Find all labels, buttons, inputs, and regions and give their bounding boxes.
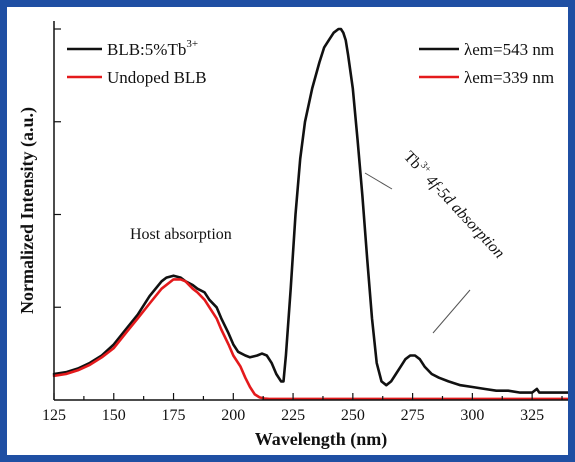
legend-label-em339: λem=339 nm: [464, 68, 554, 87]
x-tick-label: 150: [102, 407, 126, 424]
x-tick-label: 275: [401, 407, 425, 424]
legend-label-undoped: Undoped BLB: [107, 68, 207, 87]
x-tick-label: 225: [281, 407, 305, 424]
annotation-pointer-peak: [364, 172, 393, 190]
annotation-tb-absorption: Tb3+ 4f-5d absorption: [400, 147, 509, 262]
series-line-1: [52, 278, 568, 401]
x-tick-label: 175: [162, 407, 186, 424]
annotation-pointer-shoulder: [432, 289, 471, 334]
x-tick-label: 125: [42, 407, 66, 424]
annotation-host-absorption: Host absorption: [130, 226, 232, 243]
x-tick-label: 300: [460, 407, 484, 424]
spectra-chart: 125 150 175 200 225 250 275 300 325 Wavelength (n…: [17, 21, 568, 450]
x-tick-label: 200: [221, 407, 245, 424]
x-tick-label: 325: [520, 407, 544, 424]
legend-right: λem=543 nm λem=339 nm: [419, 40, 554, 87]
legend-label-em543: λem=543 nm: [464, 40, 554, 59]
svg-text:Tb3+ 4f-5d absorption: Tb3+ 4f-5d absorption: [400, 147, 509, 262]
chart-frame: 125 150 175 200 225 250 275 300 325 Wavelength (n…: [7, 7, 568, 455]
legend-left: BLB:5%Tb3+ Undoped BLB: [67, 38, 207, 87]
y-axis-title: Normalized Intensity (a.u.): [17, 107, 38, 314]
x-tick-label: 250: [341, 407, 365, 424]
legend-label-blb-tb: BLB:5%Tb3+: [107, 38, 198, 59]
x-axis-title: Wavelength (nm): [255, 429, 388, 450]
